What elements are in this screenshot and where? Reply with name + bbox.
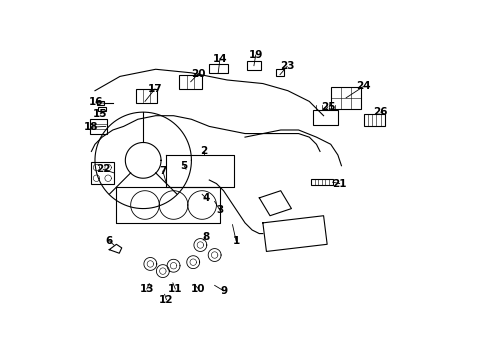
Text: 12: 12 (159, 295, 173, 305)
Text: 10: 10 (191, 284, 206, 294)
Bar (313, 110, 338, 125)
Text: 4: 4 (202, 193, 209, 203)
Text: 21: 21 (332, 179, 347, 189)
Text: 16: 16 (88, 97, 103, 107)
Bar (311, 179, 333, 185)
Bar (97, 102, 104, 105)
Text: 19: 19 (248, 50, 263, 60)
Text: 26: 26 (373, 107, 388, 117)
Text: 1: 1 (232, 236, 240, 246)
Bar (179, 75, 202, 89)
Text: 13: 13 (140, 284, 154, 294)
Text: 24: 24 (356, 81, 371, 91)
Bar (90, 119, 107, 134)
Text: 7: 7 (159, 166, 167, 176)
Bar (247, 61, 261, 70)
Text: 25: 25 (320, 102, 335, 112)
Text: 8: 8 (202, 232, 209, 242)
Text: 3: 3 (217, 205, 223, 215)
Text: 23: 23 (280, 62, 294, 71)
Text: 20: 20 (191, 68, 206, 78)
Text: 15: 15 (93, 109, 108, 119)
Bar (276, 68, 284, 76)
Text: 14: 14 (213, 54, 227, 64)
Bar (364, 114, 385, 126)
Text: 5: 5 (181, 161, 188, 171)
Text: 6: 6 (106, 236, 113, 246)
Text: 18: 18 (84, 122, 98, 132)
Text: 22: 22 (96, 164, 110, 174)
Text: 17: 17 (147, 84, 162, 94)
Bar (331, 87, 361, 109)
Bar (98, 107, 106, 111)
Text: 9: 9 (220, 286, 227, 296)
Bar (136, 89, 157, 103)
Text: 11: 11 (168, 284, 183, 294)
Bar (91, 162, 114, 184)
Text: 2: 2 (200, 147, 208, 157)
Bar (209, 64, 228, 73)
